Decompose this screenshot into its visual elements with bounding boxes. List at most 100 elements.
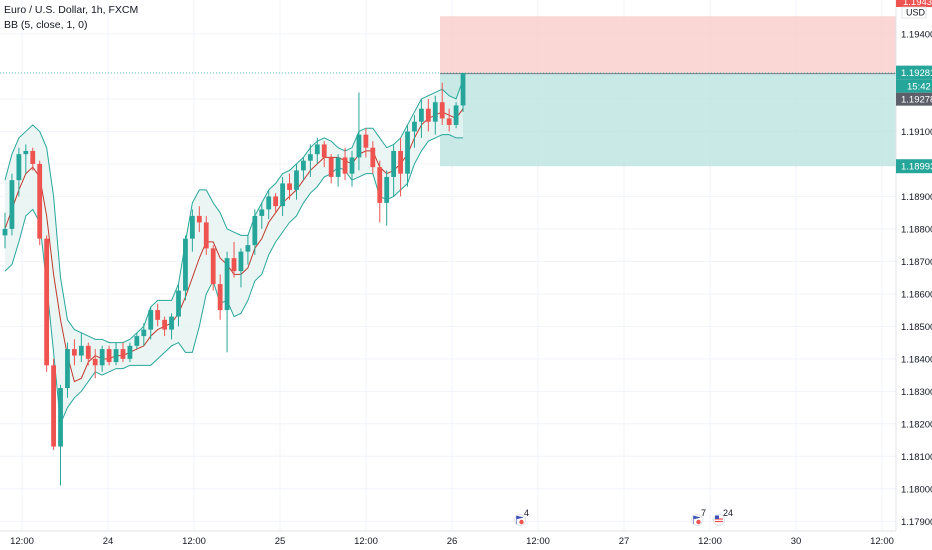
candle bbox=[30, 147, 36, 171]
event-badge: 7 bbox=[691, 508, 706, 526]
candle bbox=[65, 342, 70, 398]
y-tick-label: 1.18000 bbox=[901, 484, 932, 495]
candle bbox=[51, 358, 56, 450]
candle bbox=[72, 339, 77, 366]
candle-body bbox=[356, 134, 362, 158]
candle bbox=[217, 274, 223, 320]
candle-body bbox=[134, 336, 140, 346]
candle-body bbox=[370, 147, 376, 168]
flag-shape bbox=[693, 515, 701, 524]
symbol-title: Euro / U.S. Dollar, 1h, FXCM bbox=[4, 4, 139, 16]
candle-body bbox=[335, 157, 341, 177]
time-axis-background bbox=[0, 531, 932, 550]
candle-body bbox=[363, 134, 369, 148]
candle-body bbox=[51, 365, 56, 447]
event-count: 24 bbox=[723, 508, 733, 518]
candle-body bbox=[314, 144, 320, 155]
y-tick-label: 1.18700 bbox=[901, 257, 932, 268]
indicator-title: BB (5, close, 1, 0) bbox=[4, 19, 88, 31]
candle bbox=[335, 154, 341, 187]
x-tick-label: 12:00 bbox=[870, 536, 894, 547]
candle bbox=[9, 173, 15, 236]
candle-body bbox=[432, 102, 438, 122]
x-tick-label: 12:00 bbox=[698, 536, 722, 547]
candle bbox=[446, 108, 452, 132]
candle-body bbox=[266, 196, 272, 210]
candle bbox=[252, 209, 258, 255]
candle bbox=[44, 235, 50, 372]
candle bbox=[203, 215, 209, 255]
currency-label: USD bbox=[906, 8, 926, 18]
candle bbox=[189, 209, 195, 252]
candle-body bbox=[85, 345, 91, 359]
candle bbox=[2, 212, 8, 249]
event-badge: 4 bbox=[514, 508, 529, 526]
candle-body bbox=[412, 121, 417, 132]
candle-body bbox=[30, 150, 36, 164]
chart-legend: Euro / U.S. Dollar, 1h, FXCM BB (5, clos… bbox=[4, 3, 138, 33]
candle bbox=[384, 170, 390, 226]
candle bbox=[224, 251, 230, 353]
candle-body bbox=[238, 251, 244, 272]
candle bbox=[363, 128, 369, 158]
last-price-badge-text: 1.19281 bbox=[901, 68, 932, 79]
candle-body bbox=[405, 131, 410, 174]
candle-body bbox=[439, 102, 445, 119]
candle-body bbox=[92, 358, 98, 366]
candle-body bbox=[280, 183, 285, 207]
candle-body bbox=[176, 290, 181, 317]
candle bbox=[162, 316, 168, 337]
candle bbox=[113, 342, 119, 366]
candle-body bbox=[189, 215, 195, 239]
candle bbox=[307, 144, 313, 177]
candles bbox=[2, 72, 466, 486]
x-tick-label: 12:00 bbox=[354, 536, 378, 547]
candle-body bbox=[65, 349, 70, 389]
candle bbox=[148, 306, 154, 340]
candle-body bbox=[169, 316, 174, 330]
candle bbox=[58, 384, 63, 486]
y-tick-label: 1.18800 bbox=[901, 224, 932, 235]
stop-loss-zone bbox=[440, 16, 896, 74]
target-badge-bg bbox=[896, 159, 932, 174]
countdown-bg bbox=[896, 79, 932, 93]
candle-body bbox=[419, 108, 424, 122]
candle-body bbox=[183, 238, 188, 291]
candle bbox=[321, 141, 327, 168]
candle-body bbox=[155, 310, 161, 320]
candle-body bbox=[259, 209, 265, 216]
flag-dot bbox=[519, 519, 524, 525]
candle-body bbox=[127, 345, 133, 359]
candle-body bbox=[453, 105, 459, 125]
candle bbox=[176, 284, 181, 327]
flag-shape bbox=[516, 515, 524, 524]
entry-badge-bg bbox=[896, 92, 932, 106]
candle bbox=[120, 342, 126, 363]
candle bbox=[37, 160, 43, 246]
candle-body bbox=[203, 222, 209, 249]
y-tick-label: 1.18100 bbox=[901, 452, 932, 463]
y-tick-label: 1.18900 bbox=[901, 192, 932, 203]
target-badge-text: 1.18993 bbox=[901, 162, 932, 173]
x-tick-label: 27 bbox=[619, 536, 630, 547]
candle bbox=[183, 235, 188, 301]
candle bbox=[287, 173, 292, 200]
candle bbox=[328, 154, 334, 184]
candle-body bbox=[349, 157, 355, 174]
x-tick-label: 24 bbox=[103, 536, 114, 547]
candle-body bbox=[37, 163, 43, 239]
candle bbox=[460, 72, 466, 112]
candle-body bbox=[273, 196, 279, 207]
candle bbox=[196, 206, 202, 233]
candle-body bbox=[99, 349, 105, 366]
candle-body bbox=[425, 108, 431, 122]
candle-body bbox=[141, 329, 147, 337]
y-tick-label: 1.19400 bbox=[901, 29, 932, 40]
us-flag-canton bbox=[715, 515, 719, 519]
candle-body bbox=[377, 167, 383, 203]
candle bbox=[141, 323, 147, 346]
candle-body bbox=[217, 284, 223, 311]
candle bbox=[349, 150, 355, 187]
candle bbox=[391, 144, 397, 197]
